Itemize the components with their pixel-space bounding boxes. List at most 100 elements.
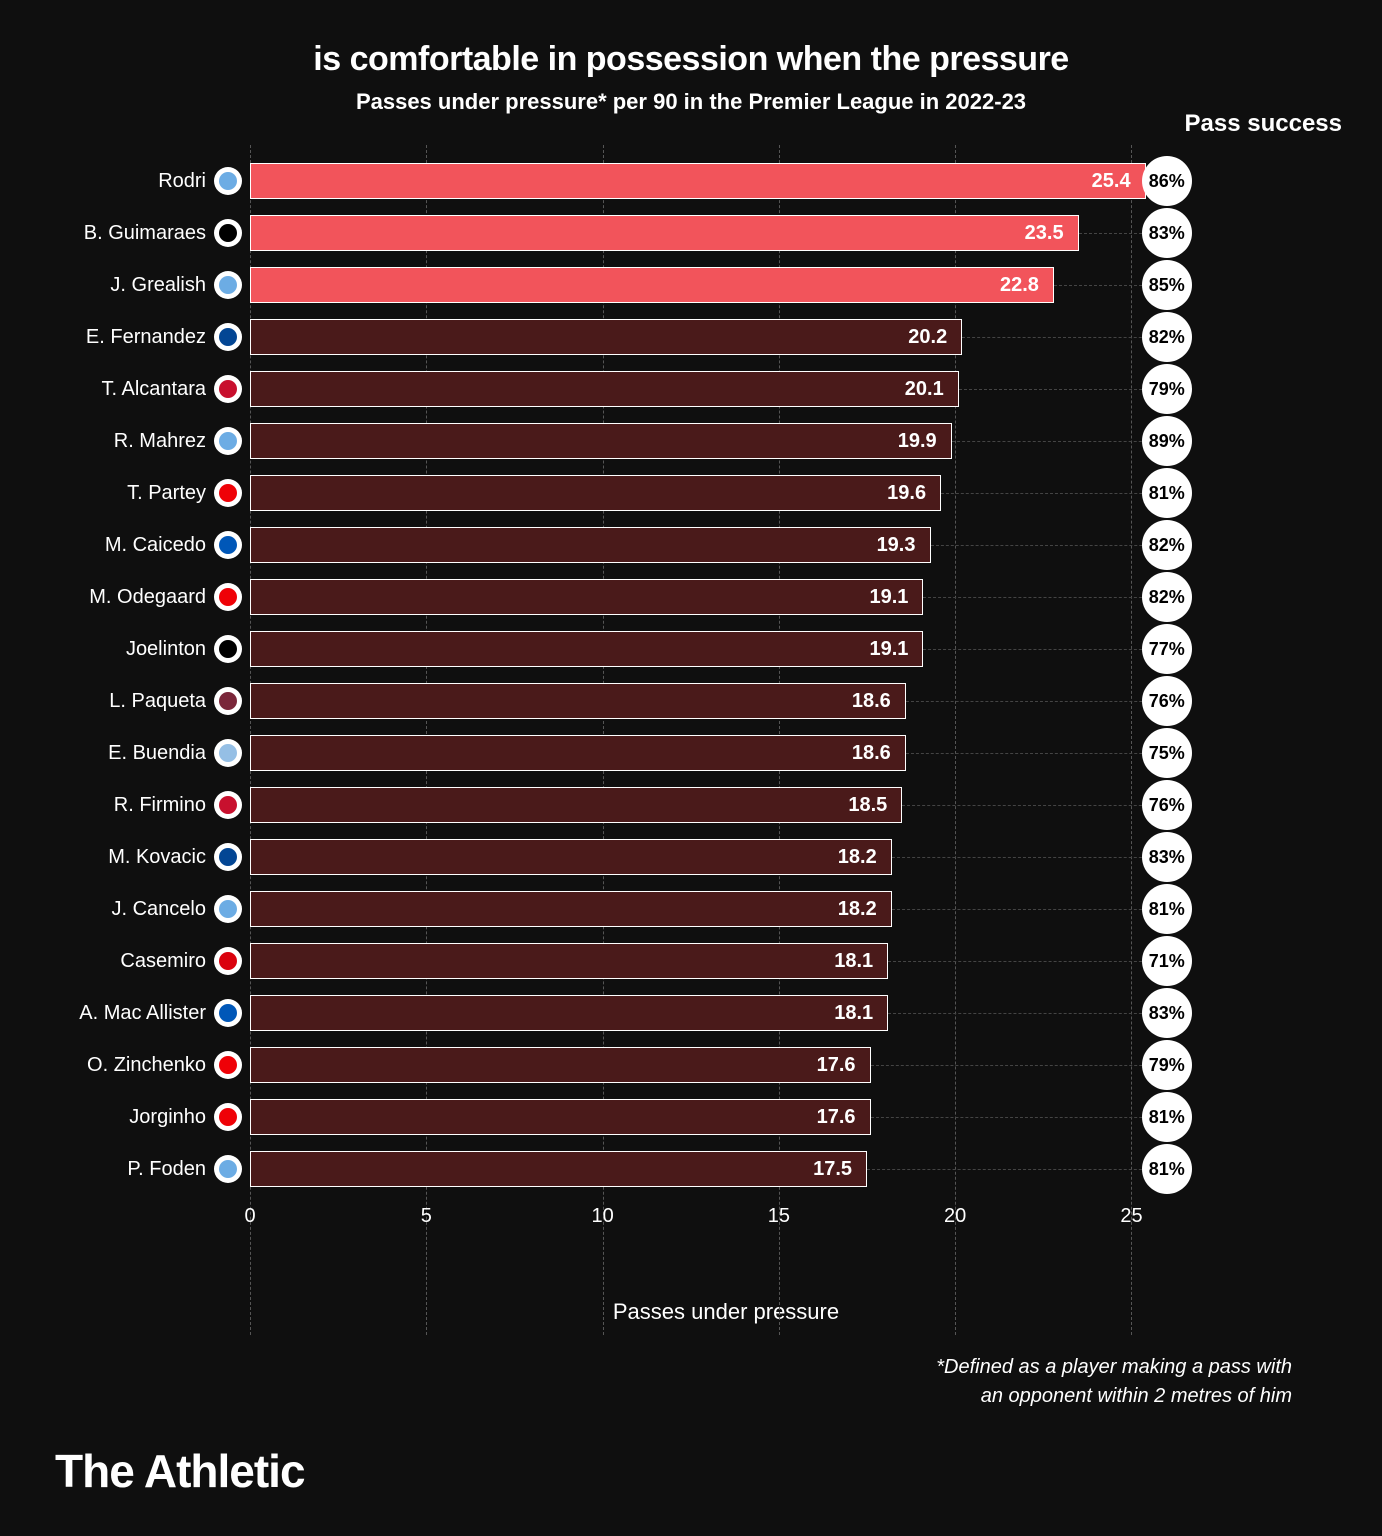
value-bar: 19.3 [250,527,931,563]
pass-success-badge: 81% [1142,468,1192,518]
value-bar: 17.6 [250,1047,871,1083]
player-row: E. Buendia18.675% [250,727,1202,779]
player-row: E. Fernandez20.282% [250,311,1202,363]
pass-success-badge: 81% [1142,1144,1192,1194]
value-bar: 23.5 [250,215,1079,251]
player-name: Joelinton [36,638,206,661]
team-crest-icon [214,323,242,351]
player-name: Casemiro [36,950,206,973]
player-row: Joelinton19.177% [250,623,1202,675]
team-crest-icon [214,167,242,195]
value-bar: 17.5 [250,1151,867,1187]
pass-success-badge: 75% [1142,728,1192,778]
team-crest-icon [214,1051,242,1079]
team-crest-icon [214,375,242,403]
pass-success-badge: 85% [1142,260,1192,310]
x-tick: 25 [1120,1205,1142,1228]
x-tick: 20 [944,1205,966,1228]
pass-success-badge: 82% [1142,520,1192,570]
row-gridline [923,649,1166,650]
row-gridline [941,493,1167,494]
player-name: M. Kovacic [36,846,206,869]
row-gridline [959,389,1167,390]
row-gridline [952,441,1167,442]
value-bar: 20.2 [250,319,962,355]
pass-success-badge: 79% [1142,364,1192,414]
player-name: E. Fernandez [36,326,206,349]
pass-success-badge: 83% [1142,208,1192,258]
pass-success-badge: 81% [1142,1092,1192,1142]
player-row: T. Partey19.681% [250,467,1202,519]
player-name: Rodri [36,170,206,193]
row-gridline [871,1065,1167,1066]
player-name: Jorginho [36,1106,206,1129]
team-crest-icon [214,739,242,767]
player-name: R. Firmino [36,794,206,817]
team-crest-icon [214,791,242,819]
brand-logo: The Athletic [55,1444,305,1498]
player-name: T. Alcantara [36,378,206,401]
row-gridline [923,597,1166,598]
team-crest-icon [214,687,242,715]
player-row: M. Caicedo19.382% [250,519,1202,571]
x-tick: 5 [421,1205,432,1228]
team-crest-icon [214,219,242,247]
player-row: J. Cancelo18.281% [250,883,1202,935]
value-bar: 18.1 [250,943,888,979]
pass-success-badge: 77% [1142,624,1192,674]
row-gridline [931,545,1167,546]
row-gridline [892,909,1167,910]
pass-success-badge: 79% [1142,1040,1192,1090]
pass-success-badge: 76% [1142,676,1192,726]
x-tick: 15 [768,1205,790,1228]
player-row: L. Paqueta18.676% [250,675,1202,727]
player-row: Jorginho17.681% [250,1091,1202,1143]
player-name: J. Cancelo [36,898,206,921]
value-bar: 22.8 [250,267,1054,303]
row-gridline [888,1013,1167,1014]
team-crest-icon [214,947,242,975]
team-crest-icon [214,843,242,871]
player-row: A. Mac Allister18.183% [250,987,1202,1039]
team-crest-icon [214,999,242,1027]
team-crest-icon [214,635,242,663]
row-gridline [867,1169,1167,1170]
value-bar: 18.6 [250,683,906,719]
player-name: L. Paqueta [36,690,206,713]
row-gridline [906,753,1167,754]
player-row: O. Zinchenko17.679% [250,1039,1202,1091]
chart-subtitle: Passes under pressure* per 90 in the Pre… [60,89,1322,115]
value-bar: 25.4 [250,163,1146,199]
x-axis: 0510152025 [250,1205,1202,1255]
player-name: M. Odegaard [36,586,206,609]
player-row: T. Alcantara20.179% [250,363,1202,415]
player-row: Rodri25.486% [250,155,1202,207]
value-bar: 17.6 [250,1099,871,1135]
pass-success-badge: 82% [1142,312,1192,362]
player-name: O. Zinchenko [36,1054,206,1077]
value-bar: 18.1 [250,995,888,1031]
chart-footnote: *Defined as a player making a pass with … [60,1353,1322,1411]
player-row: M. Odegaard19.182% [250,571,1202,623]
team-crest-icon [214,479,242,507]
player-name: M. Caicedo [36,534,206,557]
pass-success-badge: 83% [1142,988,1192,1038]
chart-title: is comfortable in possession when the pr… [60,40,1322,79]
player-row: R. Mahrez19.989% [250,415,1202,467]
player-row: R. Firmino18.576% [250,779,1202,831]
value-bar: 18.5 [250,787,902,823]
pass-success-badge: 71% [1142,936,1192,986]
chart-rows: Rodri25.486%B. Guimaraes23.583%J. Greali… [250,155,1202,1195]
row-gridline [902,805,1166,806]
pass-success-header: Pass success [1185,110,1342,138]
row-gridline [871,1117,1167,1118]
team-crest-icon [214,271,242,299]
value-bar: 18.6 [250,735,906,771]
pass-success-badge: 81% [1142,884,1192,934]
row-gridline [906,701,1167,702]
value-bar: 19.1 [250,579,923,615]
player-name: A. Mac Allister [36,1002,206,1025]
team-crest-icon [214,583,242,611]
pass-success-badge: 76% [1142,780,1192,830]
value-bar: 18.2 [250,839,892,875]
